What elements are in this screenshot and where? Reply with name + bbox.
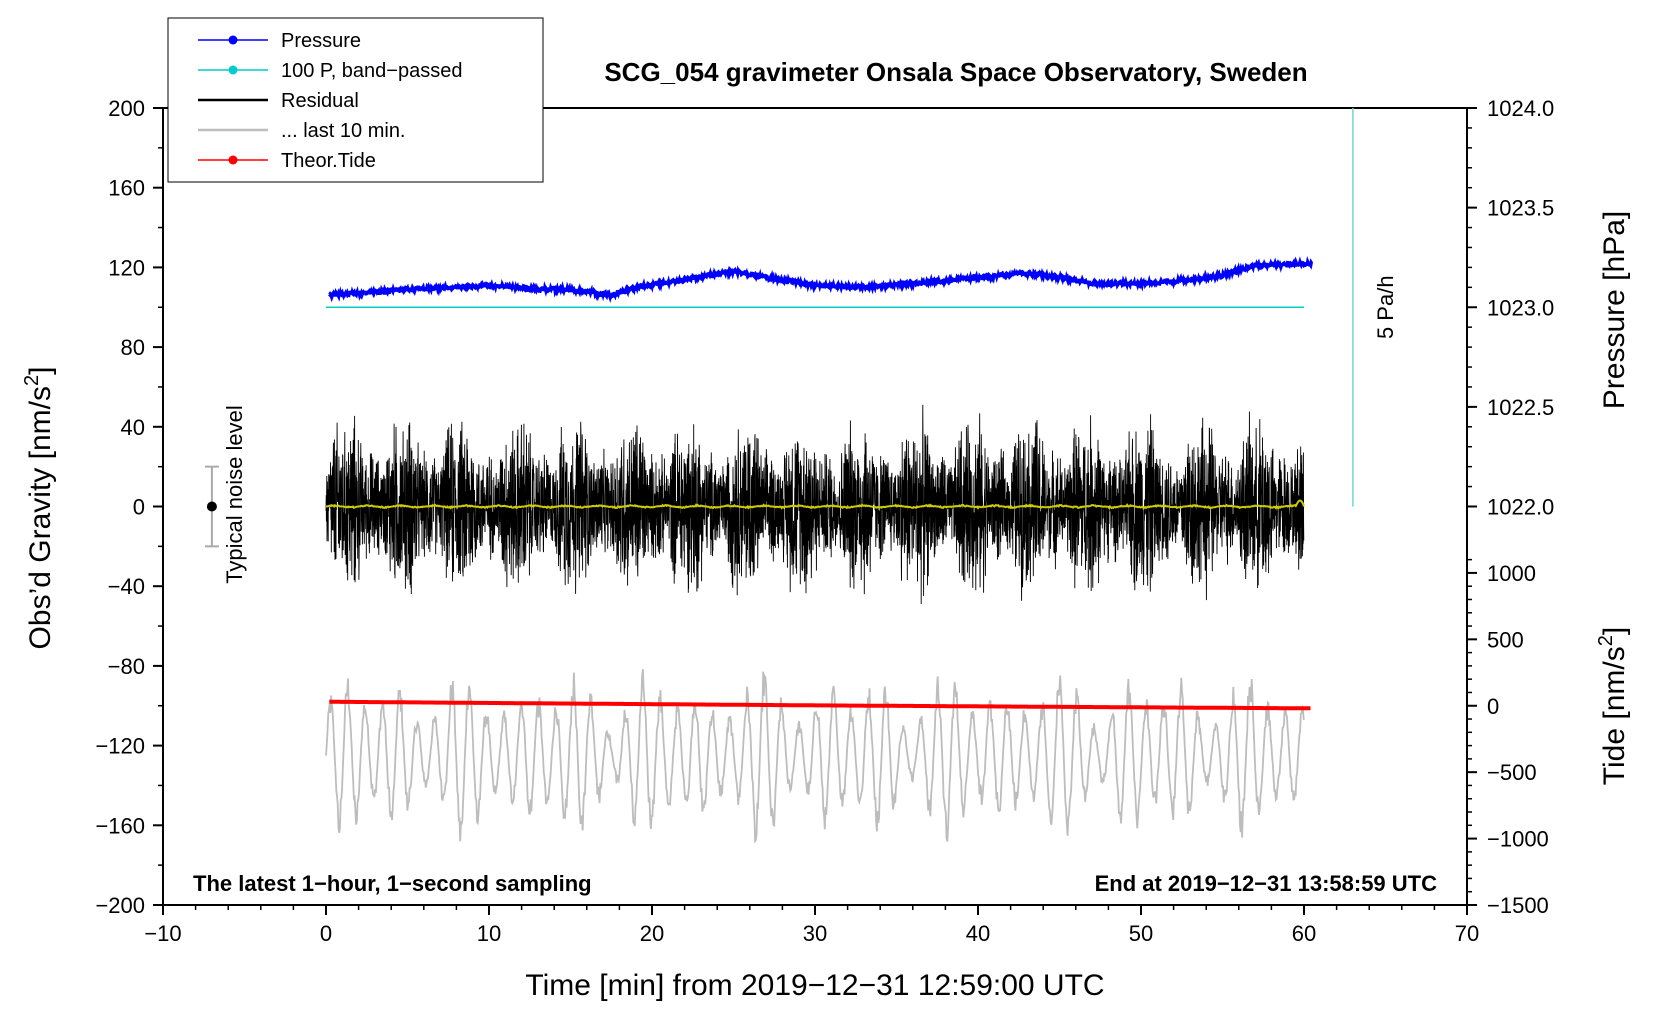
series-last-10-min	[325, 669, 1305, 844]
legend-label: ... last 10 min.	[281, 120, 406, 142]
x-tick-label: 70	[1455, 921, 1479, 946]
y-tick-label: −120	[95, 734, 145, 759]
legend-label: Residual	[281, 90, 359, 112]
x-tick-label: 30	[803, 921, 827, 946]
y-tick-label: 160	[108, 176, 145, 201]
legend-label: 100 P, band−passed	[281, 60, 462, 82]
annotations: Typical noise level 5 Pa/h	[204, 108, 1398, 584]
y-tick-label: 80	[121, 335, 145, 360]
y-tick-label: 200	[108, 96, 145, 121]
pressure-tick-label: 1024.0	[1487, 96, 1554, 121]
y-tick-label: −40	[108, 574, 145, 599]
y-tick-label: −200	[95, 893, 145, 918]
legend-label: Pressure	[281, 30, 361, 52]
tide-tick-label: −1500	[1487, 893, 1549, 918]
tide-tick-label: −500	[1487, 760, 1537, 785]
y-axis-tide-label: Tide [nm/s2]	[1595, 627, 1631, 785]
y-tick-label: 0	[133, 495, 145, 520]
x-tick-label: −10	[144, 921, 181, 946]
y-axis-left-label: Obs’d Gravity [nm/s2]	[21, 367, 57, 650]
x-axis-label: Time [min] from 2019−12−31 12:59:00 UTC	[525, 969, 1104, 1002]
x-tick-label: 20	[640, 921, 664, 946]
pressure-tick-label: 1023.0	[1487, 295, 1554, 320]
x-tick-label: 50	[1129, 921, 1153, 946]
tide-tick-label: 500	[1487, 627, 1524, 652]
chart-title: SCG_054 gravimeter Onsala Space Observat…	[604, 57, 1307, 87]
legend-marker	[228, 155, 238, 165]
series-residual	[325, 404, 1305, 605]
annotation-end-time: End at 2019−12−31 13:58:59 UTC	[1095, 871, 1438, 896]
x-tick-label: 40	[966, 921, 990, 946]
pressure-tick-label: 1022.0	[1487, 495, 1554, 520]
x-tick-label: 10	[477, 921, 501, 946]
noise-label: Typical noise level	[222, 405, 247, 584]
x-tick-label: 0	[320, 921, 332, 946]
y-tick-label: 40	[121, 415, 145, 440]
series-residual-smoothed	[326, 499, 1305, 510]
pressure-tick-label: 1023.5	[1487, 196, 1554, 221]
plot-area	[325, 255, 1314, 844]
series-theoretical-tide	[329, 699, 1311, 711]
x-tick-label: 60	[1292, 921, 1316, 946]
y-tick-label: −160	[95, 813, 145, 838]
axes: −10 0 10 20 30 40 50 60 70 200 160 120 80 40 0 −40 −80 −1…	[95, 96, 1554, 946]
y-axis-pressure-label: Pressure [hPa]	[1598, 211, 1631, 409]
legend-marker	[228, 35, 238, 45]
rate-label: 5 Pa/h	[1373, 275, 1398, 339]
annotation-sampling: The latest 1−hour, 1−second sampling	[193, 871, 592, 896]
tide-tick-label: 1000	[1487, 561, 1536, 586]
y-tick-label: 120	[108, 255, 145, 280]
y-tick-label: −80	[108, 654, 145, 679]
legend-label: Theor.Tide	[281, 150, 376, 172]
pressure-tick-label: 1022.5	[1487, 395, 1554, 420]
noise-center-marker	[206, 501, 217, 512]
legend-marker	[228, 65, 238, 75]
tide-tick-label: −1000	[1487, 827, 1549, 852]
series-pressure	[328, 255, 1314, 304]
legend: Pressure 100 P, band−passed Residual ... la…	[167, 17, 544, 183]
tide-tick-label: 0	[1487, 694, 1499, 719]
